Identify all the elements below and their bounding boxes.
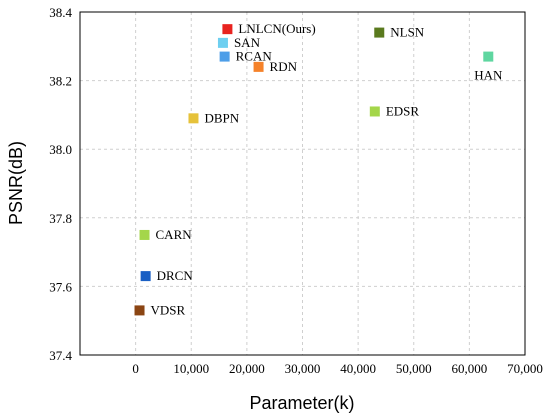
data-point-label: DBPN <box>204 110 239 125</box>
x-axis-title: Parameter(k) <box>249 393 354 413</box>
data-point-label: CARN <box>156 227 193 242</box>
data-point-label: VDSR <box>151 302 186 317</box>
data-point-label: LNLCN(Ours) <box>238 21 315 36</box>
data-point-marker <box>219 51 230 62</box>
y-tick-label: 38.4 <box>49 5 72 20</box>
data-point-label: EDSR <box>386 103 420 118</box>
data-point-label: RDN <box>270 59 298 74</box>
y-tick-label: 37.8 <box>49 211 72 226</box>
data-point-label: SAN <box>234 35 261 50</box>
x-axis-ticks: 0 10,000 20,000 30,000 40,000 50,000 60,000 70,… <box>132 361 543 376</box>
y-tick-label: 37.6 <box>49 279 72 294</box>
data-point-marker <box>483 51 494 62</box>
x-tick-label: 70,000 <box>507 361 543 376</box>
data-point-marker <box>217 37 228 48</box>
y-axis-title: PSNR(dB) <box>6 141 26 225</box>
x-tick-label: 0 <box>132 361 139 376</box>
x-tick-label: 30,000 <box>285 361 321 376</box>
x-tick-label: 10,000 <box>173 361 209 376</box>
grid-lines <box>80 11 526 356</box>
data-point-label: NLSN <box>390 25 425 40</box>
data-point-marker <box>253 61 264 72</box>
x-tick-label: 20,000 <box>229 361 265 376</box>
data-point-marker <box>374 27 385 38</box>
y-tick-label: 37.4 <box>49 348 72 363</box>
x-tick-label: 50,000 <box>396 361 432 376</box>
data-point-marker <box>139 229 150 240</box>
data-point-marker <box>222 24 233 35</box>
data-point-label: RCAN <box>236 49 273 64</box>
data-point-marker <box>188 113 199 124</box>
plot-frame <box>79 11 526 356</box>
data-point-marker <box>140 271 151 282</box>
data-point-label: HAN <box>474 68 503 83</box>
data-point-label: DRCN <box>157 268 194 283</box>
data-point-marker <box>134 305 145 316</box>
y-axis-ticks: 37.4 37.6 37.8 38.0 38.2 38.4 <box>49 5 72 363</box>
y-tick-label: 38.0 <box>49 142 72 157</box>
data-point-marker <box>369 106 380 117</box>
x-tick-label: 40,000 <box>340 361 376 376</box>
x-tick-label: 60,000 <box>452 361 488 376</box>
y-tick-label: 38.2 <box>49 74 72 89</box>
